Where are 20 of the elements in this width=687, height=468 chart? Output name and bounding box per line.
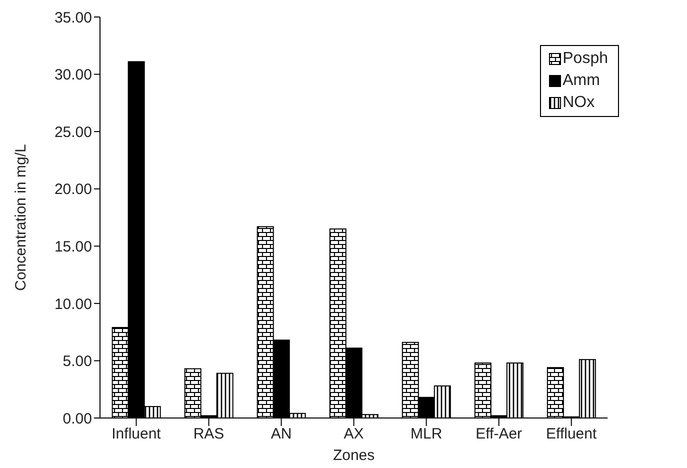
y-tick-label: 0.00: [62, 410, 92, 428]
x-axis-title: Zones: [332, 447, 375, 464]
y-tick-label: 25.00: [54, 124, 92, 141]
y-tick-label: 5.00: [62, 353, 92, 370]
x-tick-label: Effluent: [546, 426, 598, 443]
y-tick-label: 15.00: [54, 238, 92, 256]
x-tick-label: Influent: [112, 426, 162, 443]
y-tick-label: 20.00: [54, 181, 92, 198]
x-tick-label: AX: [344, 426, 364, 443]
legend-label: Amm: [562, 71, 600, 91]
x-tick-label: MLR: [410, 426, 442, 443]
legend-label: Posph: [562, 49, 608, 69]
x-tick-label: Eff-Aer: [476, 426, 522, 443]
y-tick-label: 35.00: [54, 9, 92, 26]
y-tick-label: 30.00: [54, 66, 92, 84]
y-tick-label: 10.00: [54, 296, 92, 313]
legend-label: NOx: [562, 93, 595, 113]
x-tick-label: RAS: [193, 426, 224, 443]
x-tick-label: AN: [270, 426, 292, 443]
y-axis-title: Concentration in mg/L: [12, 144, 30, 291]
